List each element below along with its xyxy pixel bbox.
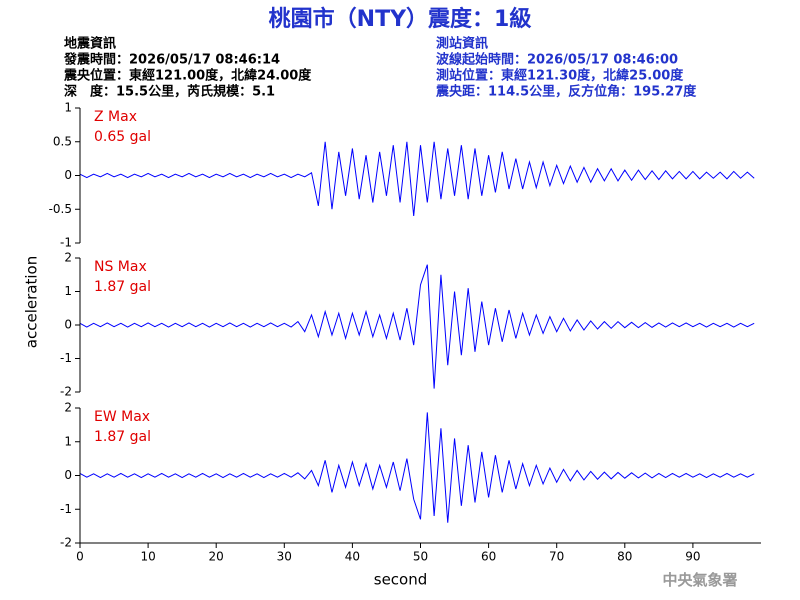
x-tick-label: 0 — [76, 550, 84, 564]
x-tick-label: 70 — [549, 550, 564, 564]
page-title: 桃園市（NTY）震度：1級 — [269, 6, 532, 32]
x-tick-label: 80 — [617, 550, 632, 564]
y-tick-label: 2 — [64, 401, 72, 415]
x-tick-label: 30 — [277, 550, 292, 564]
y-tick-label: -1 — [60, 351, 72, 365]
waveform — [79, 412, 755, 523]
right-info: 測站資訊 波線起始時間：2026/05/17 08:46:00 測站位置：東經1… — [435, 36, 697, 100]
y-axis-label: acceleration — [23, 256, 41, 348]
x-tick-label: 50 — [413, 550, 428, 564]
waveform — [79, 141, 755, 217]
y-tick-label: 1 — [64, 434, 72, 448]
panel-title: NS Max — [94, 259, 147, 275]
info-line: 震央距：114.5公里，反方位角：195.27度 — [435, 84, 697, 100]
x-tick-label: 90 — [685, 550, 700, 564]
y-tick-label: -0.5 — [49, 202, 72, 216]
panel-title: EW Max — [94, 409, 150, 425]
y-tick-label: -2 — [60, 385, 72, 399]
info-line: 震央位置：東經121.00度，北緯24.00度 — [63, 68, 312, 84]
y-tick-label: 2 — [64, 251, 72, 265]
x-tick-label: 60 — [481, 550, 496, 564]
y-tick-label: 1 — [64, 284, 72, 298]
x-tick-label: 10 — [140, 550, 155, 564]
panel-annotation: 1.87 gal — [94, 429, 151, 445]
y-tick-label: -2 — [60, 536, 72, 550]
info-line: 波線起始時間：2026/05/17 08:46:00 — [436, 52, 678, 68]
panel-annotation: 0.65 gal — [94, 129, 151, 145]
info-line: 測站資訊 — [436, 36, 488, 52]
info-line: 深 度：15.5公里，芮氏規模：5.1 — [64, 84, 275, 100]
panel-annotation: 1.87 gal — [94, 279, 151, 295]
y-tick-label: 0.5 — [53, 134, 72, 148]
left-info: 地震資訊 發震時間：2026/05/17 08:46:14 震央位置：東經121… — [63, 36, 312, 100]
waveform — [79, 264, 755, 389]
info-line: 發震時間：2026/05/17 08:46:14 — [63, 52, 280, 68]
info-line: 地震資訊 — [64, 36, 116, 52]
y-tick-label: 0 — [64, 168, 72, 182]
y-tick-label: -1 — [60, 502, 72, 516]
x-axis-label: second — [374, 571, 428, 589]
info-line: 測站位置：東經121.30度，北緯25.00度 — [436, 68, 684, 84]
y-tick-label: 0 — [64, 468, 72, 482]
x-tick-label: 20 — [209, 550, 224, 564]
x-tick-label: 40 — [345, 550, 360, 564]
y-tick-label: -1 — [60, 236, 72, 250]
y-tick-label: 1 — [64, 101, 72, 115]
panel-title: Z Max — [94, 109, 137, 125]
footer: 中央氣象署 — [662, 571, 737, 589]
y-tick-label: 0 — [64, 318, 72, 332]
